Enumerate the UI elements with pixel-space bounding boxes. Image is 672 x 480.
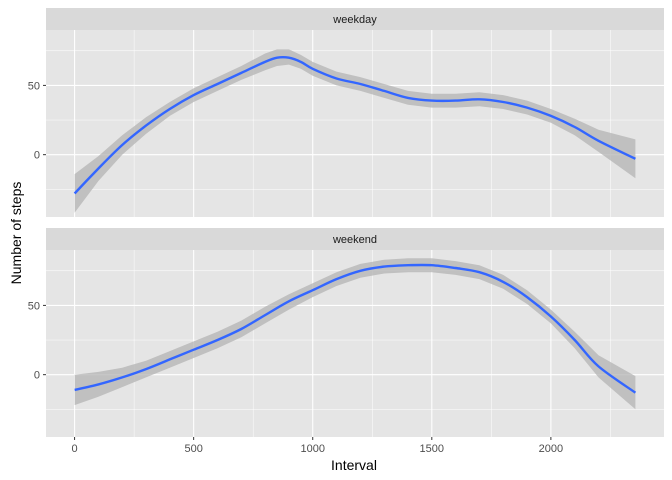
- facet-weekend: weekend 0 50: [28, 228, 664, 437]
- x-tick-label: 1500: [420, 443, 444, 455]
- smooth-line: [73, 55, 636, 195]
- confidence-band: [74, 49, 636, 213]
- x-axis-title: Interval: [331, 457, 377, 473]
- y-tick-label: 50: [28, 300, 40, 312]
- facet-strip: [46, 8, 664, 30]
- x-tick-label: 2000: [539, 443, 563, 455]
- facet-weekday: weekday 0 50: [28, 8, 664, 217]
- x-tick-label: 0: [72, 443, 78, 455]
- x-axis: 0 500 1000 1500 2000: [72, 437, 563, 455]
- x-tick-label: 500: [184, 443, 202, 455]
- y-axis-title: Number of steps: [8, 182, 24, 285]
- y-tick-label: 0: [34, 370, 40, 382]
- facet-strip-label: weekend: [332, 234, 377, 246]
- facet-strip: [46, 228, 664, 250]
- facet-strip-label: weekday: [332, 14, 377, 26]
- y-tick-label: 50: [28, 80, 40, 92]
- facet-panels: weekday 0 50 weekend 0 50: [28, 8, 664, 437]
- panel-background: [46, 250, 664, 437]
- y-tick-label: 0: [34, 150, 40, 162]
- smooth-line: [74, 263, 637, 394]
- x-tick-label: 1000: [300, 443, 324, 455]
